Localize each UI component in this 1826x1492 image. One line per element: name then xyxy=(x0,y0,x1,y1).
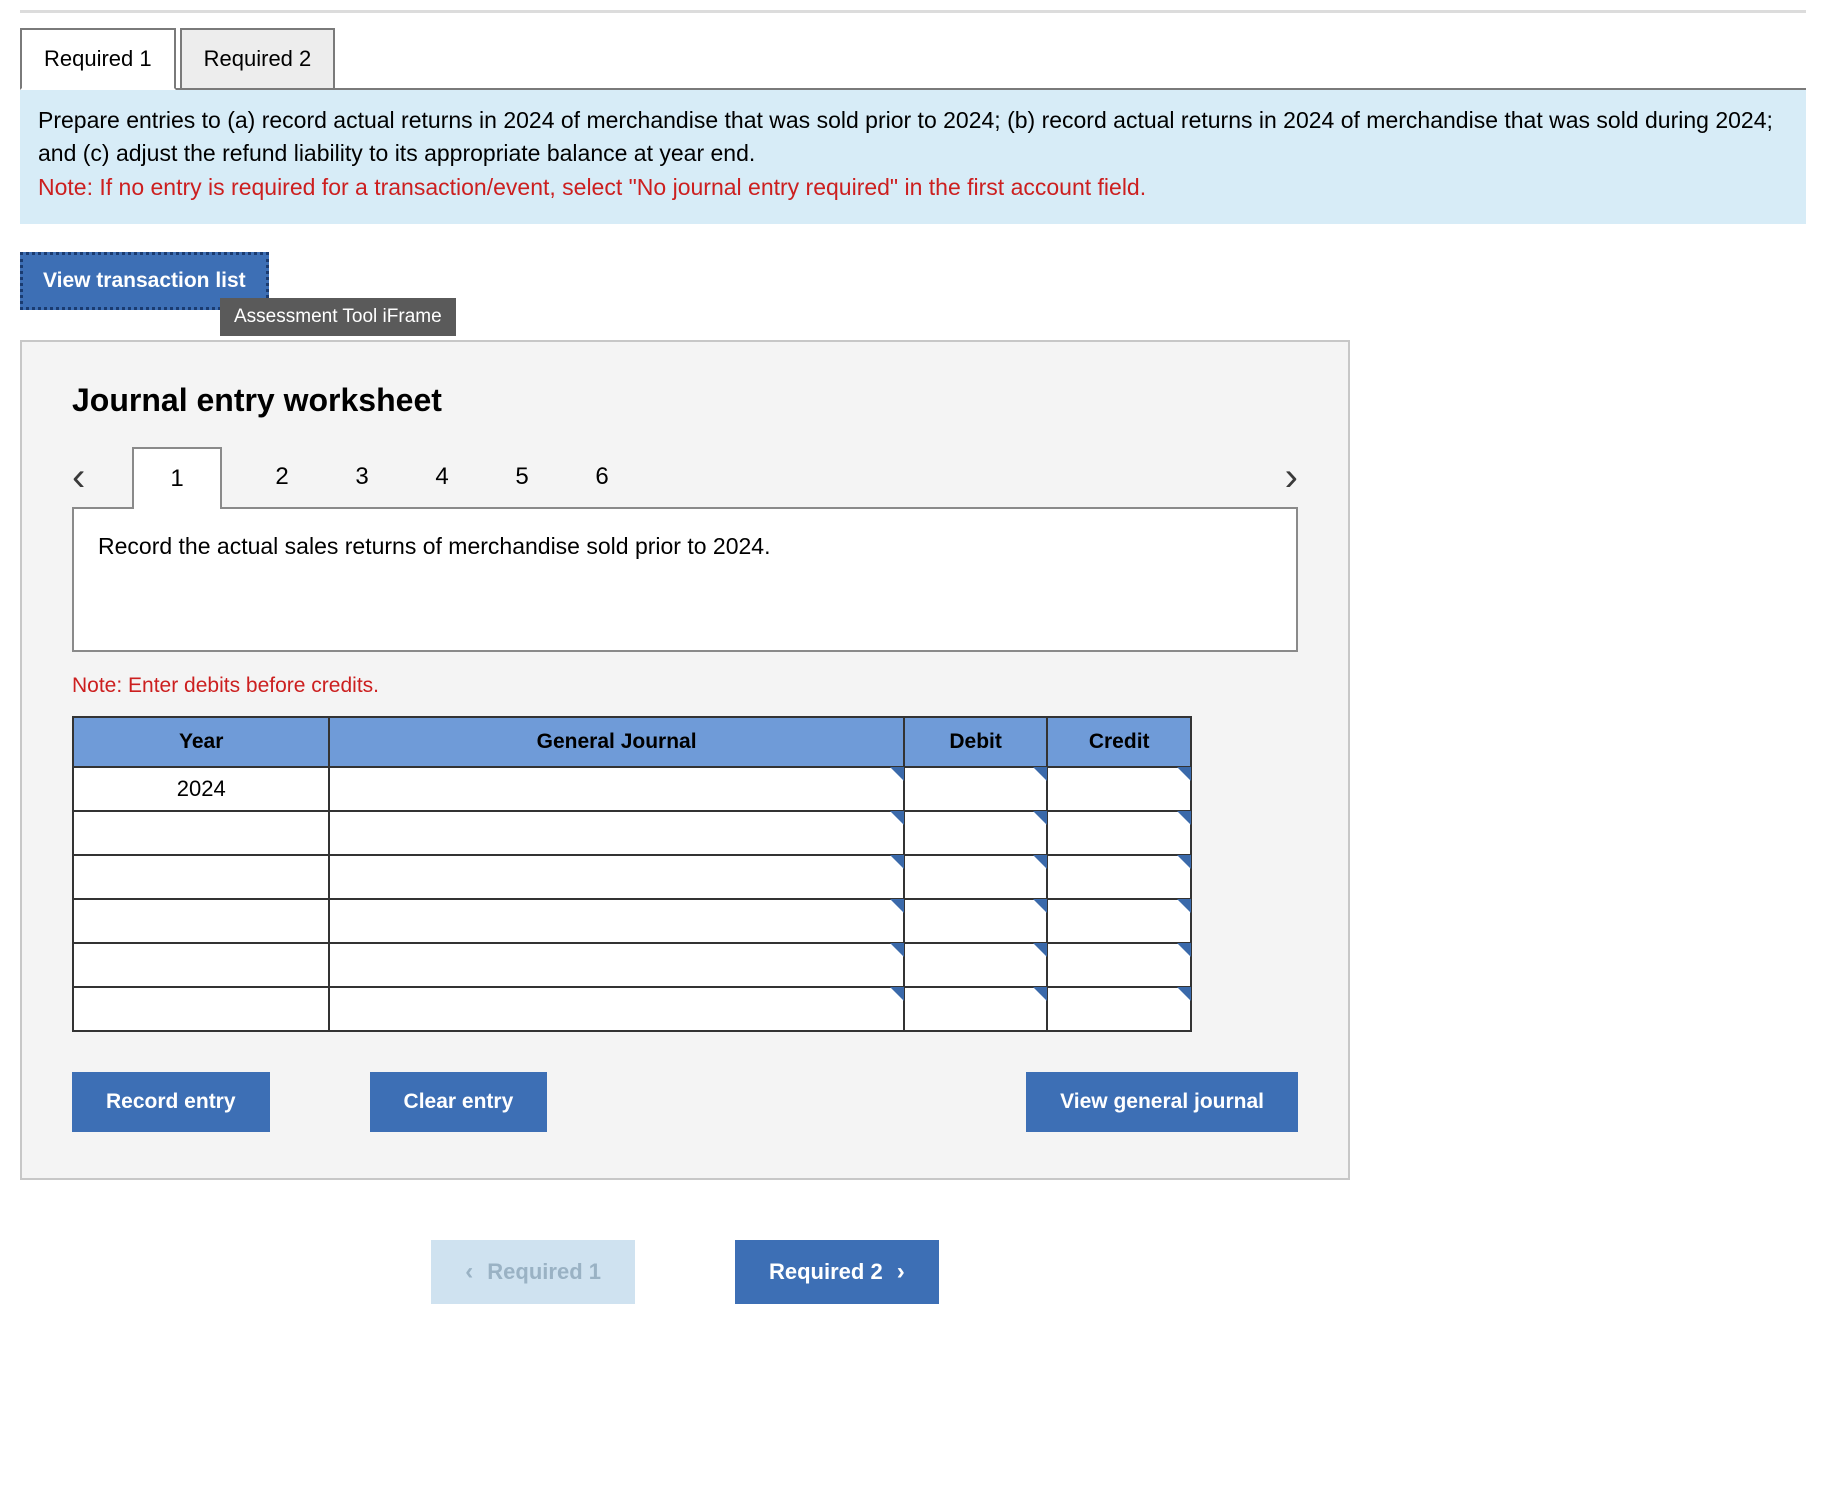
step-list: 1 2 3 4 5 6 xyxy=(132,447,622,507)
year-cell[interactable] xyxy=(73,855,329,899)
gj-cell[interactable] xyxy=(329,811,903,855)
transaction-description: Record the actual sales returns of merch… xyxy=(72,507,1298,652)
col-debit-header: Debit xyxy=(904,717,1048,767)
journal-entry-table: Year General Journal Debit Credit 2024 xyxy=(72,716,1192,1032)
top-rule xyxy=(20,10,1806,13)
prev-requirement-button: ‹ Required 1 xyxy=(431,1240,635,1304)
year-cell[interactable]: 2024 xyxy=(73,767,329,811)
year-cell[interactable] xyxy=(73,943,329,987)
credit-cell[interactable] xyxy=(1047,943,1191,987)
table-row xyxy=(73,943,1191,987)
debit-cell[interactable] xyxy=(904,899,1048,943)
credit-cell[interactable] xyxy=(1047,767,1191,811)
step-5[interactable]: 5 xyxy=(502,453,542,501)
debit-note: Note: Enter debits before credits. xyxy=(72,674,1298,698)
next-requirement-button[interactable]: Required 2 › xyxy=(735,1240,939,1304)
instructions-body: Prepare entries to (a) record actual ret… xyxy=(38,107,1773,166)
view-general-journal-button[interactable]: View general journal xyxy=(1026,1072,1298,1132)
year-cell[interactable] xyxy=(73,899,329,943)
col-year-header: Year xyxy=(73,717,329,767)
next-requirement-label: Required 2 xyxy=(769,1259,883,1285)
step-3[interactable]: 3 xyxy=(342,453,382,501)
worksheet-buttons: Record entry Clear entry View general jo… xyxy=(72,1072,1298,1132)
gj-cell[interactable] xyxy=(329,987,903,1031)
debit-cell[interactable] xyxy=(904,987,1048,1031)
gj-cell[interactable] xyxy=(329,943,903,987)
debit-cell[interactable] xyxy=(904,811,1048,855)
table-row xyxy=(73,811,1191,855)
chevron-left-icon: ‹ xyxy=(465,1258,473,1286)
gj-cell[interactable] xyxy=(329,855,903,899)
step-6[interactable]: 6 xyxy=(582,453,622,501)
prev-requirement-label: Required 1 xyxy=(487,1259,601,1285)
bottom-nav: ‹ Required 1 Required 2 › xyxy=(20,1240,1350,1304)
table-row xyxy=(73,855,1191,899)
table-row: 2024 xyxy=(73,767,1191,811)
debit-cell[interactable] xyxy=(904,767,1048,811)
col-credit-header: Credit xyxy=(1047,717,1191,767)
step-1[interactable]: 1 xyxy=(132,447,222,509)
gj-cell[interactable] xyxy=(329,767,903,811)
record-entry-button[interactable]: Record entry xyxy=(72,1072,270,1132)
requirement-tabs: Required 1 Required 2 xyxy=(20,28,1806,90)
debit-cell[interactable] xyxy=(904,855,1048,899)
tab-required-1[interactable]: Required 1 xyxy=(20,28,176,90)
worksheet-title: Journal entry worksheet xyxy=(72,382,1298,419)
step-4[interactable]: 4 xyxy=(422,453,462,501)
journal-worksheet: Journal entry worksheet ‹ 1 2 3 4 5 6 › … xyxy=(20,340,1350,1180)
table-row xyxy=(73,987,1191,1031)
credit-cell[interactable] xyxy=(1047,855,1191,899)
step-2[interactable]: 2 xyxy=(262,453,302,501)
credit-cell[interactable] xyxy=(1047,987,1191,1031)
prev-step-icon[interactable]: ‹ xyxy=(72,455,132,500)
tab-required-2[interactable]: Required 2 xyxy=(180,28,336,90)
view-transaction-wrap: View transaction list Assessment Tool iF… xyxy=(20,252,269,310)
instructions-note: Note: If no entry is required for a tran… xyxy=(38,174,1146,200)
step-row: ‹ 1 2 3 4 5 6 › xyxy=(72,447,1298,507)
year-cell[interactable] xyxy=(73,987,329,1031)
table-row xyxy=(73,899,1191,943)
gj-cell[interactable] xyxy=(329,899,903,943)
credit-cell[interactable] xyxy=(1047,811,1191,855)
col-gj-header: General Journal xyxy=(329,717,903,767)
clear-entry-button[interactable]: Clear entry xyxy=(370,1072,548,1132)
next-step-icon[interactable]: › xyxy=(1238,455,1298,500)
iframe-tooltip: Assessment Tool iFrame xyxy=(220,298,456,336)
credit-cell[interactable] xyxy=(1047,899,1191,943)
year-cell[interactable] xyxy=(73,811,329,855)
instructions-panel: Prepare entries to (a) record actual ret… xyxy=(20,88,1806,224)
chevron-right-icon: › xyxy=(897,1258,905,1286)
debit-cell[interactable] xyxy=(904,943,1048,987)
